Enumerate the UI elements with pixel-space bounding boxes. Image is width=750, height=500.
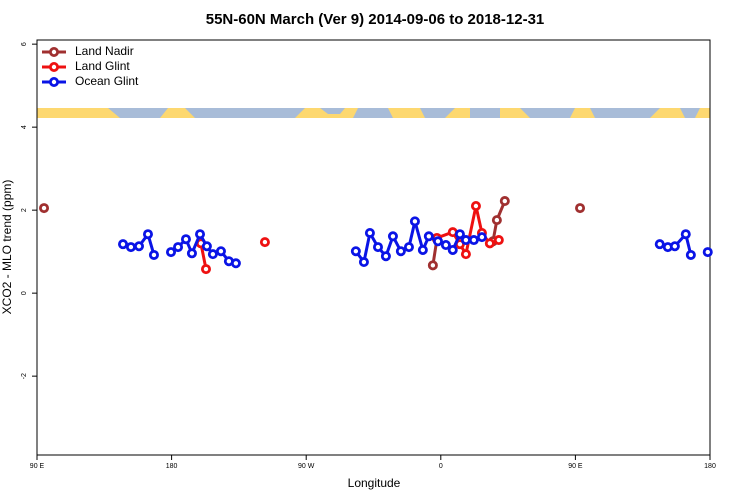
y-tick-label: 4 — [21, 125, 28, 129]
data-point — [403, 242, 414, 253]
data-point — [142, 229, 153, 240]
data-point — [491, 215, 502, 226]
x-axis-label: Longitude — [348, 476, 401, 490]
data-point — [575, 203, 586, 214]
legend-marker — [49, 62, 60, 73]
x-tick-label: 90 E — [568, 463, 583, 470]
data-point — [387, 231, 398, 242]
data-point — [454, 229, 465, 240]
data-point — [484, 238, 495, 249]
x-tick-label: 180 — [166, 463, 178, 470]
data-point — [654, 239, 665, 250]
y-axis-label: XCO2 - MLO trend (ppm) — [0, 180, 14, 315]
data-point — [669, 241, 680, 252]
data-point — [468, 235, 479, 246]
data-point — [350, 246, 361, 257]
data-point — [195, 229, 206, 240]
data-point — [201, 241, 212, 252]
data-point — [372, 242, 383, 253]
data-point — [409, 216, 420, 227]
data-point — [215, 246, 226, 257]
x-tick-label: 0 — [439, 463, 443, 470]
data-point — [493, 235, 504, 246]
data-point — [427, 260, 438, 271]
data-point — [702, 247, 713, 258]
data-point — [133, 241, 144, 252]
data-point — [358, 257, 369, 268]
y-tick-label: 6 — [21, 42, 28, 46]
data-point — [499, 196, 510, 207]
data-point — [440, 240, 451, 251]
y-tick-label: 2 — [21, 208, 28, 212]
legend-marker — [49, 77, 60, 88]
data-point — [432, 236, 443, 247]
data-point — [685, 249, 696, 260]
data-point — [39, 203, 50, 214]
data-point — [117, 239, 128, 250]
data-point — [180, 234, 191, 245]
map-strip — [37, 108, 710, 118]
data-point — [259, 237, 270, 248]
data-point — [417, 244, 428, 255]
legend-marker — [49, 47, 60, 58]
data-point — [447, 244, 458, 255]
x-tick-label: 180 — [704, 463, 716, 470]
data-point — [460, 249, 471, 260]
data-point — [230, 258, 241, 269]
legend-label: Ocean Glint — [75, 74, 139, 88]
legend-label: Land Nadir — [75, 44, 134, 58]
data-point — [200, 264, 211, 275]
plot-frame — [36, 39, 711, 456]
data-point — [166, 247, 177, 258]
data-point — [380, 251, 391, 262]
data-point — [186, 248, 197, 259]
data-point — [460, 235, 471, 246]
data-point — [470, 200, 481, 211]
data-point — [476, 232, 487, 243]
data-point — [125, 242, 136, 253]
y-tick-label: 0 — [21, 291, 28, 295]
series-line — [199, 205, 500, 270]
data-point — [173, 242, 184, 253]
data-point — [395, 246, 406, 257]
data-point — [423, 231, 434, 242]
data-point — [207, 249, 218, 260]
data-point — [364, 227, 375, 238]
x-tick-label: 90 W — [298, 463, 315, 470]
legend-label: Land Glint — [75, 59, 130, 73]
x-tick-label: 90 E — [30, 463, 45, 470]
data-point — [680, 229, 691, 240]
data-point — [148, 249, 159, 260]
y-tick-label: -2 — [21, 373, 28, 379]
chart-title: 55N-60N March (Ver 9) 2014-09-06 to 2018… — [206, 11, 545, 28]
